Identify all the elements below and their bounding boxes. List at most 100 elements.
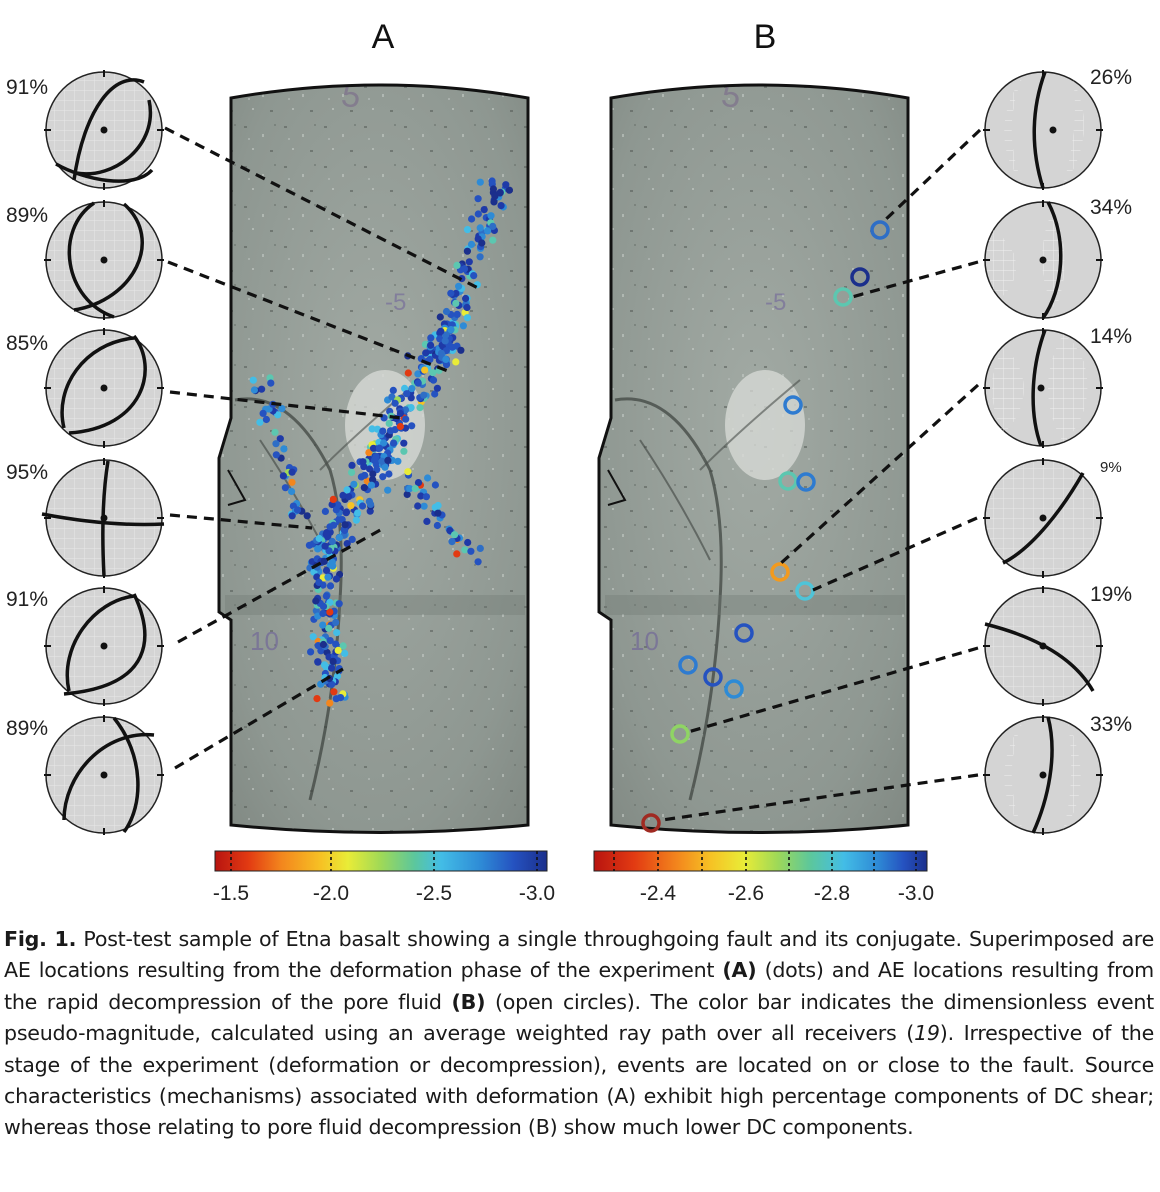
- ae-dot: [431, 390, 439, 398]
- ae-dot: [429, 376, 438, 384]
- svg-text:10: 10: [250, 626, 279, 656]
- ae-dot: [442, 331, 450, 339]
- ae-dot: [442, 355, 450, 363]
- ae-dot: [474, 558, 482, 566]
- stereonet: [983, 458, 1103, 578]
- ae-dot: [467, 547, 475, 555]
- ae-dot: [474, 195, 482, 203]
- ae-dot: [463, 247, 471, 255]
- ae-dot: [272, 440, 280, 448]
- dc-percent-label: 85%: [6, 332, 48, 355]
- ae-dot: [470, 272, 478, 280]
- ae-dot: [467, 240, 476, 248]
- ae-dot: [448, 538, 456, 546]
- ae-dot: [324, 573, 332, 581]
- ae-dot: [387, 427, 395, 435]
- stereonet: [44, 200, 164, 320]
- ae-dot: [342, 509, 350, 517]
- ae-dot: [464, 538, 472, 547]
- ae-dot: [330, 688, 338, 696]
- ae-circle: [641, 813, 661, 833]
- ae-circle: [796, 472, 816, 492]
- ae-dot: [328, 664, 336, 672]
- dc-percent-label: 89%: [6, 717, 48, 740]
- caption-citation: 19: [914, 1021, 940, 1046]
- ae-dot: [319, 621, 327, 629]
- ae-dot: [378, 457, 386, 465]
- ae-dot: [452, 358, 460, 366]
- dc-percent-label: 34%: [1090, 196, 1132, 219]
- ae-dot: [433, 521, 441, 530]
- stereonet: [983, 586, 1103, 706]
- ae-dot: [424, 474, 432, 482]
- ae-dot: [313, 573, 321, 581]
- stereonets-b: [983, 70, 1103, 835]
- ae-dot: [381, 463, 389, 471]
- ae-circle: [850, 267, 870, 287]
- ae-dot: [406, 485, 414, 493]
- ae-dot: [309, 633, 317, 641]
- ae-dot: [384, 486, 392, 494]
- ae-dot: [437, 327, 445, 335]
- ae-dot: [447, 326, 455, 334]
- ae-dot: [332, 506, 340, 514]
- ae-dot: [325, 624, 333, 632]
- ae-dot: [422, 493, 430, 501]
- caption-text: Post-test sample of Etna basalt showing …: [4, 927, 1154, 983]
- figure: A B 5 -5 10 5 -5 10: [6, 18, 1132, 905]
- ae-circles-decompression: [641, 220, 890, 833]
- ae-dot: [329, 562, 337, 570]
- ae-dot: [380, 439, 388, 447]
- ae-dot: [379, 473, 387, 481]
- ae-dot: [436, 335, 444, 343]
- ae-dot: [437, 349, 445, 357]
- ae-dot: [367, 500, 375, 508]
- ae-dot: [468, 215, 476, 223]
- stereonets-a: [41, 70, 165, 835]
- ae-dot: [487, 212, 495, 220]
- ae-dot: [463, 303, 471, 312]
- ae-circle: [670, 724, 690, 744]
- caption-label: Fig. 1.: [4, 927, 77, 951]
- ae-dot: [368, 425, 376, 433]
- dc-labels-b: 26% 34% 14% 9% 19% 33%: [1090, 66, 1132, 736]
- dc-percent-label: 19%: [1090, 583, 1132, 606]
- ae-dot: [329, 495, 337, 503]
- ae-dot: [436, 313, 444, 321]
- ae-dot: [369, 476, 377, 484]
- ae-dot: [288, 478, 296, 486]
- caption-text: ). Irrespective of the stage of the expe…: [4, 1021, 1154, 1140]
- ae-dot: [385, 419, 393, 427]
- leader-line: [169, 390, 403, 420]
- ae-dot: [332, 575, 340, 583]
- dc-percent-label: 26%: [1090, 66, 1132, 89]
- ae-circle: [770, 562, 790, 582]
- ae-dot: [332, 695, 340, 703]
- ae-dot: [373, 425, 381, 433]
- ae-circle: [870, 220, 890, 240]
- ae-dot: [367, 481, 376, 489]
- ae-dot: [442, 361, 451, 369]
- ae-dot: [390, 439, 398, 447]
- ae-dot: [315, 534, 323, 543]
- leader-line: [169, 513, 313, 530]
- ae-dot: [420, 391, 428, 399]
- colorbar-tick-label: -2.0: [313, 882, 349, 905]
- ae-dot: [341, 526, 349, 535]
- ae-dot: [278, 405, 286, 413]
- leader-line: [177, 526, 385, 644]
- ae-dot: [249, 376, 257, 384]
- ae-dot: [334, 646, 342, 655]
- caption-text: (open circles). The color bar indicates …: [4, 989, 1154, 1046]
- ae-circle: [734, 623, 754, 643]
- ae-dot: [396, 409, 404, 418]
- ae-dot: [480, 206, 488, 214]
- ae-dot: [448, 343, 456, 351]
- ae-dot: [414, 370, 422, 378]
- colorbar-b: -2.4 -2.6 -2.8 -3.0: [593, 850, 934, 905]
- stereonet: [44, 586, 164, 706]
- ae-dot: [446, 527, 454, 535]
- ae-circle: [795, 581, 815, 601]
- ae-dot: [288, 468, 296, 476]
- ae-dot: [279, 472, 287, 480]
